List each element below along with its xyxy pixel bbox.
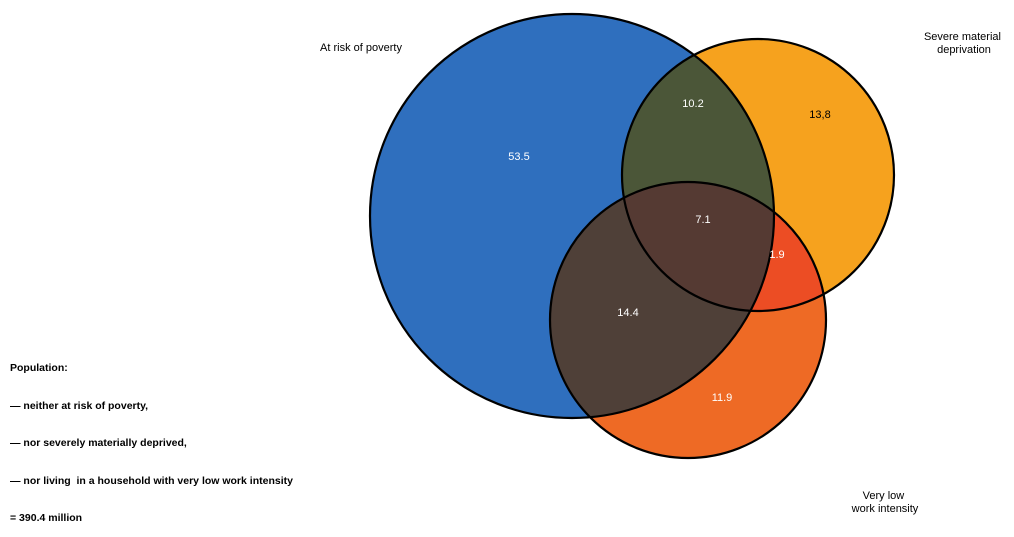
- note-line: — neither at risk of poverty,: [10, 399, 149, 412]
- note-line: — nor severely materially deprived,: [10, 437, 187, 449]
- region-label-deprivation-work: 1.9: [769, 249, 784, 261]
- region-label-poverty-deprivation: 10.2: [682, 98, 703, 110]
- poverty-outline: [368, 12, 776, 420]
- work-outline: [548, 180, 828, 460]
- region-label-work-only: 11.9: [712, 392, 733, 404]
- note-line: Population:: [10, 362, 68, 374]
- set-label-deprivation: Severe material deprivation: [924, 31, 1004, 56]
- region-label-poverty-only: 53.5: [508, 151, 529, 163]
- population-note: Population: — neither at risk of poverty…: [10, 337, 293, 537]
- set-label-poverty: At risk of poverty: [320, 42, 402, 54]
- note-line: — nor living in a household with very lo…: [10, 474, 293, 487]
- region-label-all-three: 7.1: [695, 214, 710, 226]
- region-label-poverty-work: 14.4: [617, 307, 638, 319]
- region-label-deprivation-only: 13,8: [809, 109, 830, 121]
- note-line: = 390.4 million: [10, 512, 83, 524]
- set-label-work: Very low work intensity: [851, 490, 919, 515]
- deprivation-outline: [620, 37, 896, 313]
- all-three-overlap: [622, 182, 774, 311]
- venn-diagram: 53.5 13,8 11.9 10.2 14.4 1.9 7.1 At risk…: [320, 12, 1004, 515]
